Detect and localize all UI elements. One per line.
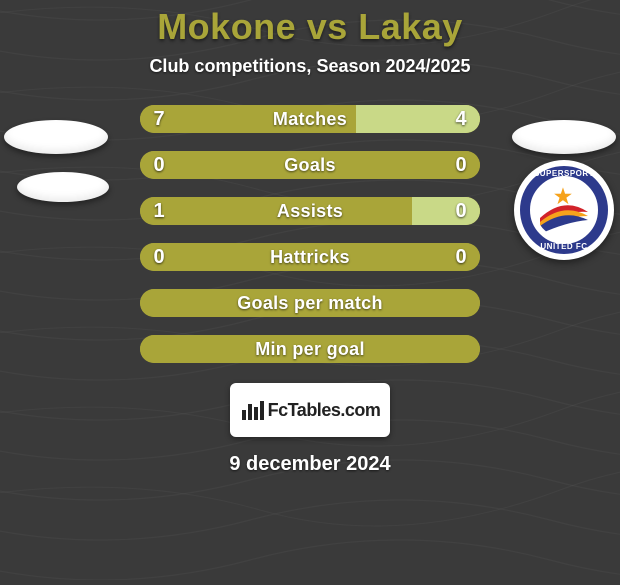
fctables-logo[interactable]: FcTables.com [230, 383, 390, 437]
stat-row-mpg: Min per goal [0, 335, 620, 363]
page-title: Mokone vs Lakay [157, 6, 463, 48]
stat-bar: Min per goal [140, 335, 480, 363]
stat-value-right: 0 [426, 200, 496, 223]
stat-label: Goals per match [140, 289, 480, 317]
stat-value-left: 7 [124, 108, 194, 131]
stat-row-assists: 1Assists0 [0, 197, 620, 225]
stat-row-gpm: Goals per match [0, 289, 620, 317]
stat-row-matches: 7Matches4 [0, 105, 620, 133]
stat-value-left: 1 [124, 200, 194, 223]
stat-value-right: 0 [426, 154, 496, 177]
stat-value-right: 0 [426, 246, 496, 269]
subtitle: Club competitions, Season 2024/2025 [149, 56, 470, 77]
stat-value-left: 0 [124, 246, 194, 269]
stat-row-goals: 0Goals0 [0, 151, 620, 179]
content: Mokone vs Lakay Club competitions, Seaso… [0, 0, 620, 580]
stat-rows: SUPERSPORT UNITED FC ★ 7Matches40Goals01… [0, 105, 620, 381]
stat-row-hattricks: 0Hattricks0 [0, 243, 620, 271]
logo-text: FcTables.com [268, 400, 381, 421]
stat-label: Min per goal [140, 335, 480, 363]
stat-value-right: 4 [426, 108, 496, 131]
bar-chart-icon [240, 398, 264, 422]
stat-value-left: 0 [124, 154, 194, 177]
date-label: 9 december 2024 [229, 453, 390, 476]
stat-bar: Goals per match [140, 289, 480, 317]
